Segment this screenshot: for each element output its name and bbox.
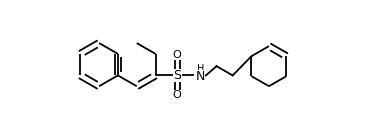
Text: O: O [173, 50, 182, 60]
Text: O: O [173, 90, 182, 100]
Text: N: N [196, 70, 205, 83]
Text: S: S [173, 69, 181, 82]
Text: H: H [197, 64, 204, 74]
